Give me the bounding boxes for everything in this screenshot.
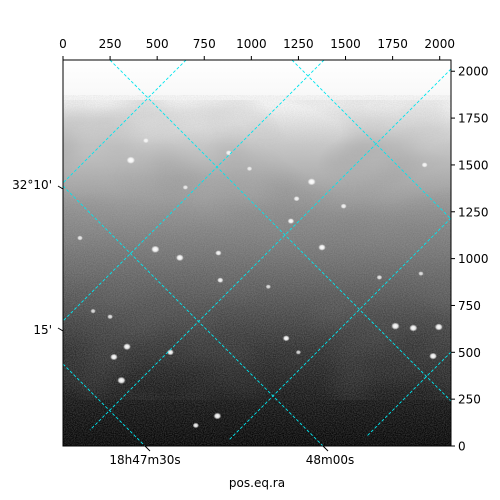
star xyxy=(117,376,126,385)
star xyxy=(123,343,131,351)
ra-tick-label: 18h47m30s xyxy=(109,453,180,467)
ra-grid-line xyxy=(291,60,451,220)
star xyxy=(391,322,400,330)
dec-grid-line xyxy=(63,60,187,184)
star xyxy=(421,162,428,168)
star-field xyxy=(77,138,443,429)
x-pixel-tick-label: 2000 xyxy=(424,37,455,51)
x-pixel-tick-label: 250 xyxy=(99,37,122,51)
coordinate-grid xyxy=(63,60,451,446)
star xyxy=(182,185,189,190)
y-pixel-tick-label: 0 xyxy=(458,440,466,454)
star xyxy=(295,349,302,355)
star xyxy=(318,244,326,251)
x-pixel-tick-label: 0 xyxy=(59,37,67,51)
dec-grid-line xyxy=(228,217,451,441)
x-pixel-tick-label: 1750 xyxy=(377,37,408,51)
star xyxy=(217,277,224,283)
ra-tick-mark xyxy=(322,445,329,452)
star xyxy=(143,138,149,144)
star xyxy=(307,178,316,186)
star xyxy=(429,352,438,360)
ra-grid-line xyxy=(109,60,451,402)
plot-frame xyxy=(62,59,452,447)
star xyxy=(175,254,184,262)
star xyxy=(434,323,443,331)
star xyxy=(90,308,96,314)
x-pixel-tick-label: 750 xyxy=(193,37,216,51)
dec-tick-label: 32°10' xyxy=(12,178,52,192)
image-plot-area xyxy=(63,60,451,446)
pixel-axis-ticks: 0 250 500 750 1000 1250 1500 1750 2000 0 250 500 750… xyxy=(59,37,488,454)
star xyxy=(282,335,290,342)
star xyxy=(246,166,253,172)
x-pixel-tick-label: 1500 xyxy=(330,37,361,51)
y-pixel-tick-label: 2000 xyxy=(458,65,489,79)
dec-grid-line xyxy=(63,60,325,322)
star xyxy=(215,250,222,256)
dec-tick-label: 15' xyxy=(33,323,52,337)
y-pixel-tick-label: 250 xyxy=(458,393,481,407)
y-pixel-tick-label: 1250 xyxy=(458,205,489,219)
star xyxy=(376,274,383,280)
x-pixel-tick-label: 1000 xyxy=(236,37,267,51)
star xyxy=(418,271,424,276)
ra-grid-line xyxy=(63,185,324,446)
y-pixel-tick-label: 1500 xyxy=(458,158,489,172)
star xyxy=(340,203,347,209)
star xyxy=(107,314,113,320)
ra-tick-label: 48m00s xyxy=(306,453,354,467)
star xyxy=(293,196,300,202)
dec-tick-mark xyxy=(57,185,64,190)
ra-tick-mark xyxy=(144,445,151,452)
dec-grid-line xyxy=(89,68,451,431)
x-axis-label: pos.eq.ra xyxy=(229,476,285,490)
star xyxy=(192,422,199,429)
x-pixel-tick-label: 500 xyxy=(146,37,169,51)
star xyxy=(151,245,160,253)
y-pixel-tick-label: 750 xyxy=(458,299,481,313)
ra-grid-line xyxy=(63,363,146,446)
star xyxy=(126,156,136,164)
star xyxy=(265,284,272,290)
star xyxy=(409,324,418,332)
dec-tick-mark xyxy=(57,327,64,332)
star xyxy=(110,353,118,361)
star xyxy=(287,218,295,224)
y-pixel-tick-label: 1750 xyxy=(458,112,489,126)
grain-texture xyxy=(63,95,451,446)
star xyxy=(213,412,222,420)
x-pixel-tick-label: 1250 xyxy=(283,37,314,51)
star xyxy=(166,349,174,356)
star xyxy=(77,235,83,241)
y-pixel-tick-label: 1000 xyxy=(458,252,489,266)
world-axis-ticks xyxy=(57,185,329,452)
y-pixel-tick-label: 500 xyxy=(458,346,481,360)
